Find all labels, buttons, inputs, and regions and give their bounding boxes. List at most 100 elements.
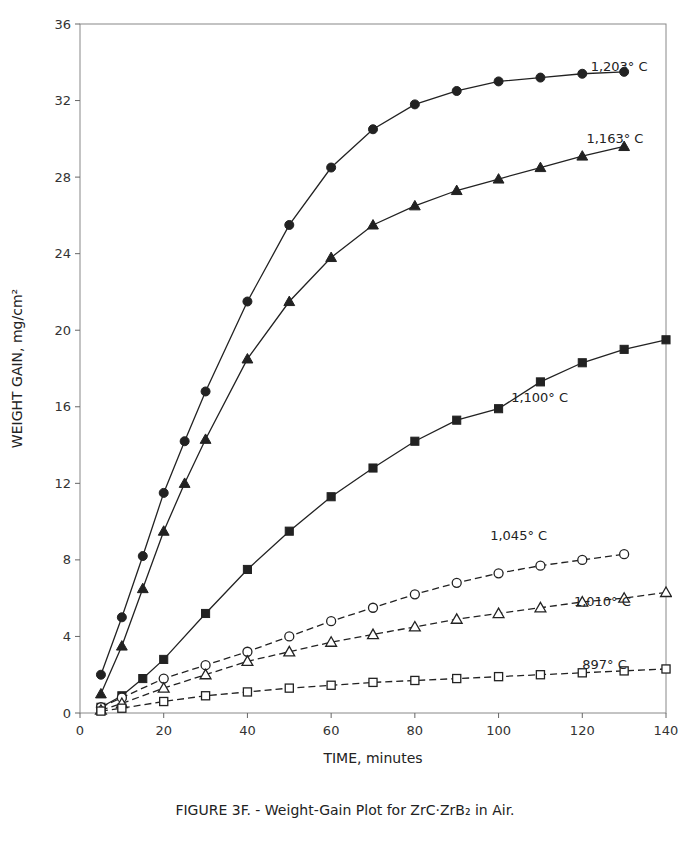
marker — [202, 692, 210, 700]
y-tick-label: 20 — [54, 323, 71, 338]
marker — [180, 437, 189, 446]
marker — [493, 174, 504, 183]
marker — [158, 526, 169, 535]
marker — [179, 478, 190, 487]
x-tick-label: 60 — [323, 723, 340, 738]
y-tick-label: 8 — [63, 552, 71, 567]
annotation: 1,010° C — [574, 594, 631, 609]
x-tick-label: 0 — [76, 723, 84, 738]
marker — [495, 405, 503, 413]
marker — [285, 684, 293, 692]
y-tick — [75, 330, 80, 331]
marker — [159, 488, 168, 497]
y-tick — [75, 483, 80, 484]
annotation: 1,203° C — [591, 59, 648, 74]
marker — [137, 583, 148, 592]
x-tick — [331, 713, 332, 718]
marker — [158, 683, 169, 692]
marker — [327, 617, 336, 626]
marker — [369, 678, 377, 686]
marker — [452, 578, 461, 587]
marker — [243, 565, 251, 573]
marker — [96, 688, 107, 697]
marker — [117, 613, 126, 622]
marker — [202, 609, 210, 617]
marker — [453, 416, 461, 424]
x-tick-label: 20 — [155, 723, 172, 738]
series-line — [101, 340, 666, 707]
x-tick — [247, 713, 248, 718]
marker — [409, 200, 420, 209]
marker — [160, 655, 168, 663]
y-tick-label: 0 — [63, 706, 71, 721]
marker — [661, 587, 672, 596]
annotation: 897° C — [582, 657, 627, 672]
y-tick — [75, 24, 80, 25]
marker — [327, 493, 335, 501]
x-tick — [582, 713, 583, 718]
marker — [494, 77, 503, 86]
marker — [368, 629, 379, 638]
marker — [662, 665, 670, 673]
marker — [578, 359, 586, 367]
x-tick-label: 100 — [486, 723, 511, 738]
marker — [327, 163, 336, 172]
y-tick — [75, 636, 80, 637]
marker — [577, 151, 588, 160]
marker — [116, 641, 127, 650]
marker — [452, 86, 461, 95]
series-line — [101, 72, 624, 675]
series-line — [101, 592, 666, 710]
marker — [410, 590, 419, 599]
chart: 02040608010012014004812162024283236TIME,… — [0, 0, 690, 843]
marker — [243, 688, 251, 696]
marker — [326, 637, 337, 646]
marker — [285, 527, 293, 535]
marker — [96, 670, 105, 679]
marker — [620, 345, 628, 353]
x-tick — [414, 713, 415, 718]
marker — [369, 464, 377, 472]
y-tick — [75, 100, 80, 101]
marker — [139, 675, 147, 683]
marker — [285, 220, 294, 229]
marker — [536, 561, 545, 570]
x-tick — [666, 713, 667, 718]
marker — [494, 569, 503, 578]
y-tick-label: 4 — [63, 629, 71, 644]
marker — [96, 705, 107, 714]
marker — [242, 656, 253, 665]
marker — [411, 437, 419, 445]
marker — [160, 697, 168, 705]
marker — [578, 555, 587, 564]
y-tick — [75, 253, 80, 254]
marker — [368, 220, 379, 229]
marker — [138, 552, 147, 561]
marker — [97, 707, 105, 715]
marker — [535, 602, 546, 611]
y-tick-label: 24 — [54, 246, 71, 261]
plot-area — [96, 67, 672, 715]
marker — [453, 675, 461, 683]
marker — [243, 297, 252, 306]
y-tick — [75, 559, 80, 560]
marker — [536, 671, 544, 679]
caption: FIGURE 3F. - Weight-Gain Plot for ZrC·Zr… — [175, 802, 514, 818]
marker — [495, 673, 503, 681]
marker — [284, 646, 295, 655]
y-tick — [75, 406, 80, 407]
marker — [200, 669, 211, 678]
x-tick-label: 80 — [407, 723, 424, 738]
marker — [200, 434, 211, 443]
marker — [578, 69, 587, 78]
marker — [536, 73, 545, 82]
x-tick — [80, 713, 81, 718]
annotation: 1,163° C — [586, 131, 643, 146]
marker — [411, 676, 419, 684]
marker — [201, 387, 210, 396]
x-tick-label: 120 — [570, 723, 595, 738]
marker — [284, 296, 295, 305]
x-axis-label: TIME, minutes — [322, 750, 422, 766]
marker — [369, 125, 378, 134]
y-axis-label: WEIGHT GAIN, mg/cm² — [9, 289, 25, 448]
